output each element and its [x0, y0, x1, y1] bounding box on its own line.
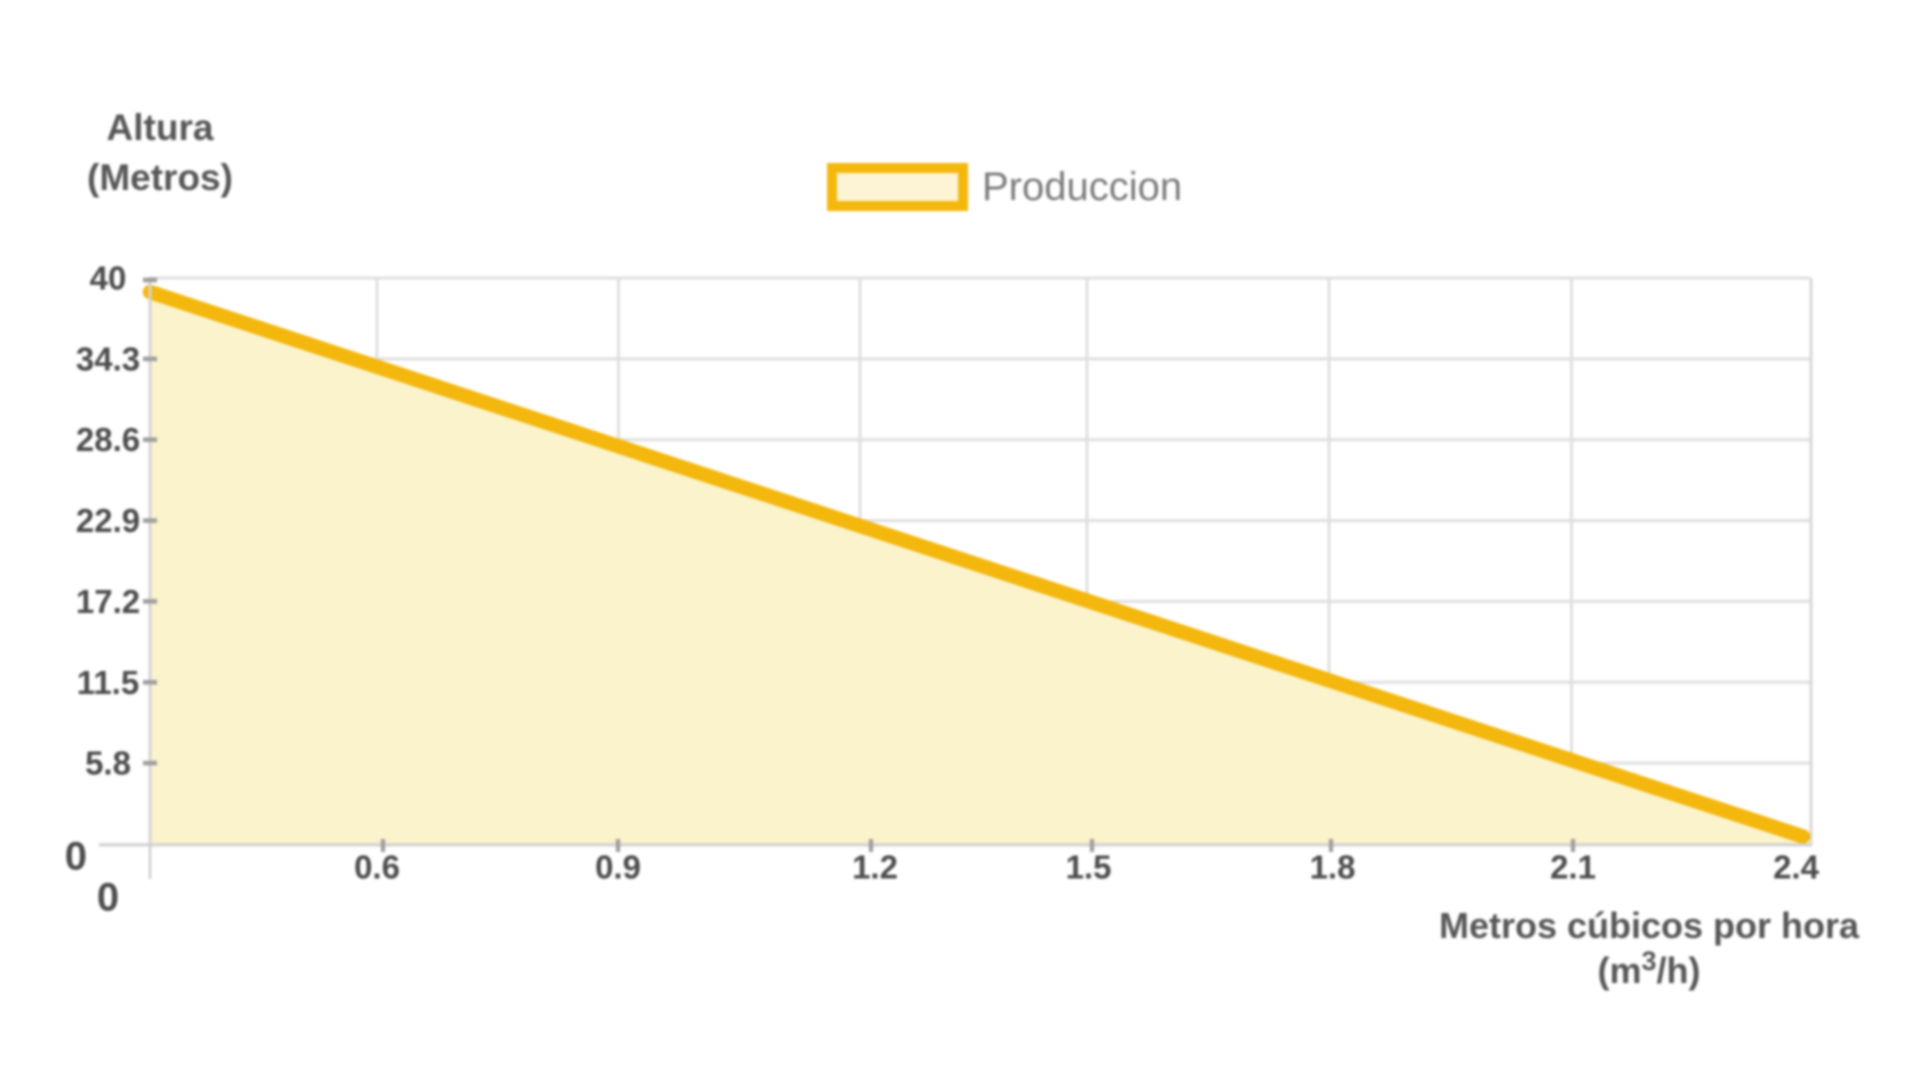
svg-text:0.9: 0.9	[595, 849, 641, 886]
svg-text:0: 0	[97, 876, 119, 920]
svg-text:11.5: 11.5	[77, 664, 139, 701]
svg-text:17.2: 17.2	[76, 583, 140, 620]
svg-text:40: 40	[90, 260, 127, 297]
svg-text:(Metros): (Metros)	[87, 157, 233, 198]
svg-text:5.8: 5.8	[85, 745, 131, 782]
svg-text:1.2: 1.2	[852, 849, 898, 886]
svg-text:Metros cúbicos por hora: Metros cúbicos por hora	[1439, 905, 1860, 946]
svg-text:Altura: Altura	[107, 107, 214, 148]
svg-text:28.6: 28.6	[76, 421, 140, 458]
svg-text:2.4: 2.4	[1773, 849, 1820, 886]
svg-text:1.5: 1.5	[1066, 849, 1112, 886]
svg-text:34.3: 34.3	[76, 340, 140, 377]
svg-text:0.6: 0.6	[354, 849, 400, 886]
svg-text:22.9: 22.9	[76, 502, 140, 539]
svg-text:(m3/h): (m3/h)	[1597, 946, 1700, 991]
svg-text:2.1: 2.1	[1550, 849, 1596, 886]
svg-text:1.8: 1.8	[1310, 849, 1356, 886]
svg-text:0: 0	[65, 835, 87, 879]
svg-text:Produccion: Produccion	[982, 165, 1182, 209]
